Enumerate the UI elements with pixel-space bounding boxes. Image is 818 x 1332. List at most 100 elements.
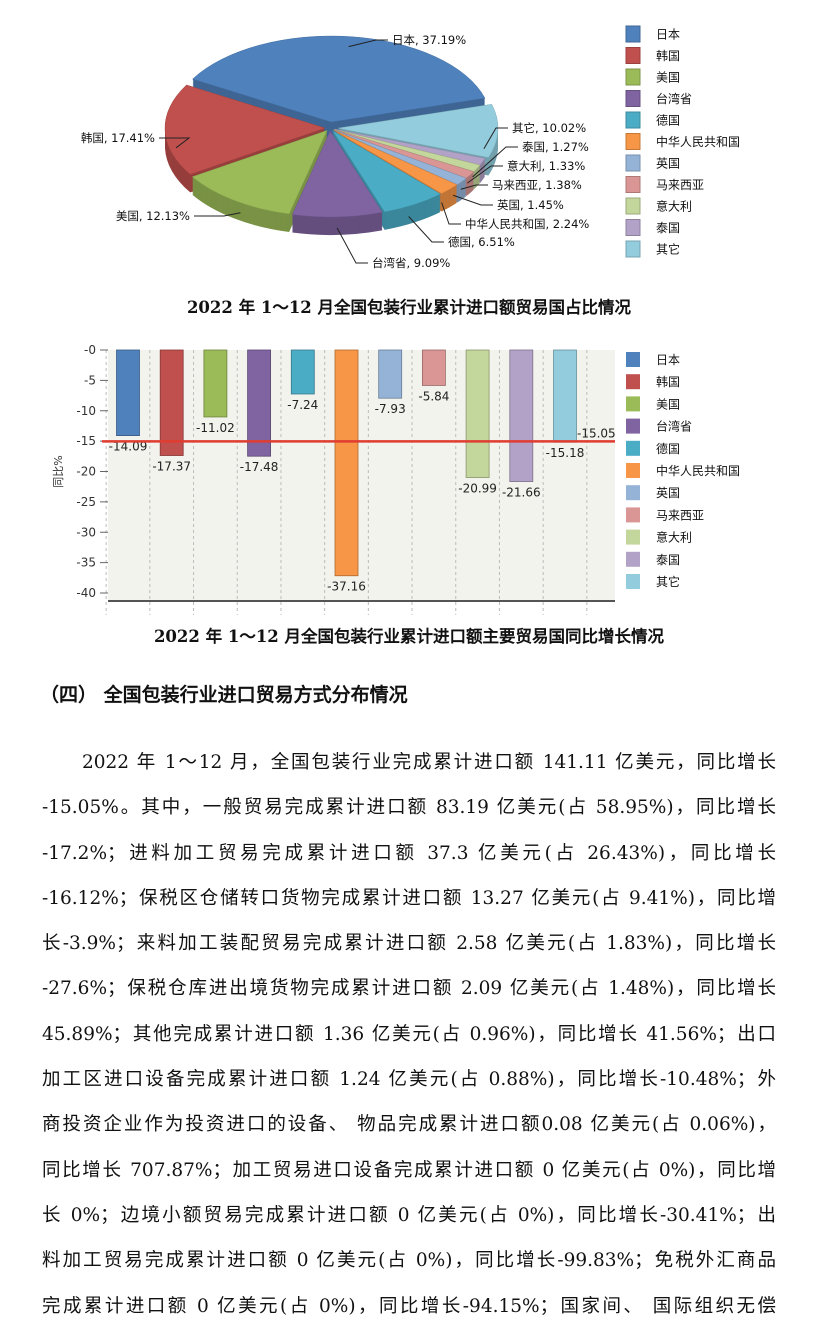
pie-legend-label-germany: 德国 [656,113,680,128]
pie-label-china: 中华人民共和国, 2.24% [465,217,589,231]
section-heading: （四） 全国包装行业进口贸易方式分布情况 [40,684,408,706]
pie-label-japan: 日本, 37.19% [392,33,466,47]
bar-legend-swatch-korea [626,374,640,390]
bar-usa [203,349,228,418]
pie-slices [164,35,499,235]
pie-legend-swatch-germany [625,111,641,129]
pie-legend-label-uk: 英国 [656,157,680,171]
pie-legend-label-malaysia: 马来西亚 [656,178,704,192]
pie-leader-line-japan [348,39,388,48]
pie-leader-line-italy [467,165,503,184]
pie-chart-title: 2022 年 1～12 月全国包装行业累计进口额贸易国占比情况 [186,298,632,317]
bar-value-label-malaysia: -5.84 [418,389,449,403]
pie-label-other: 其它, 10.02% [512,121,586,135]
pie-legend-swatch-korea [625,47,641,64]
pie-slice-italy [334,129,481,172]
y-tick-label: -35 [76,556,96,570]
y-tick-label: -40 [76,586,96,600]
pie-legend-swatch-malaysia [625,176,641,193]
bar-value-label-japan: -14.09 [109,440,148,454]
paragraph-line: 料加工贸易完成累计进口额 0 亿美元(占 0%)，同比增长-99.83%；免税外… [42,1250,776,1272]
pie-label-uk: 英国, 1.45% [497,198,564,212]
pie-slice-thailand [334,128,486,166]
bar-germany [290,349,315,395]
pie-legend-swatch-uk [625,154,641,172]
bar-legend-label-taiwan: 台湾省 [656,419,692,434]
pie-legend-label-thailand: 泰国 [656,221,680,235]
paragraph-line: 长 0%；边境小额贸易完成累计进口额 0 亿美元(占 0%)，同比增长-30.4… [42,1204,776,1226]
y-tick-label: -20 [76,465,96,479]
pie-leader-line-other [483,127,508,149]
bar-chart-title: 2022 年 1～12 月全国包装行业累计进口额主要贸易国同比增长情况 [153,627,665,646]
bar-value-label-uk: -7.93 [375,402,406,416]
pie-leader-line-uk [452,194,493,206]
bar-value-label-china: -37.16 [327,580,366,594]
bar-japan [116,349,140,436]
bar-legend-label-italy: 意大利 [656,530,692,545]
bar-legend-label-malaysia: 马来西亚 [656,508,704,522]
pie-label-taiwan: 台湾省, 9.09% [372,256,450,270]
bar-legend-label-uk: 英国 [656,486,680,500]
bar-legend-swatch-germany [626,440,640,456]
pie-legend-label-china: 中华人民共和国 [656,134,740,149]
bar-legend-label-japan: 日本 [656,353,680,367]
y-axis-label: 同比% [52,455,65,487]
pie-legend-label-usa: 美国 [656,71,680,85]
bar-chart: -0 -5 -10 -15 -20 -25 -30 -35 -40 同比% -14.09 -17.37… [52,343,740,615]
paragraph-line: 完成累计进口额 0 亿美元(占 0%)，同比增长-94.15%；国家间、 国际组… [42,1295,776,1317]
bar-legend-swatch-italy [626,529,640,545]
bar-thailand [509,349,534,482]
bar-value-label-other: -15.18 [546,446,585,460]
pie-legend-label-taiwan: 台湾省 [656,91,692,106]
bar-taiwan [247,349,272,457]
paragraph-line: 45.89%；其他完成累计进口额 1.36 亿美元(占 0.96%)，同比增长 … [42,1023,776,1045]
y-tick-label: -25 [76,495,96,509]
pie-slice-malaysia [334,129,475,179]
paragraph-line: 长-3.9%；来料加工装配贸易完成累计进口额 2.58 亿美元(占 1.83%)… [42,933,776,955]
paragraph-line: 同比增长 707.87%；加工贸易进口设备完成累计进口额 0 亿美元(占 0%)… [42,1159,776,1181]
paragraph-line: 2022 年 1～12 月，全国包装行业完成累计进口额 141.11 亿美元，同… [82,752,776,773]
pie-legend-swatch-china [625,133,641,150]
pie-label-usa: 美国, 12.13% [116,209,190,223]
bar-legend-label-korea: 韩国 [656,374,680,389]
pie-legend-label-other: 其它 [656,242,680,257]
plot-background [108,350,615,601]
pie-slice-germany [332,130,442,213]
pie-slice-usa [191,130,328,215]
pie-legend-label-korea: 韩国 [656,48,680,63]
pie-leader-line-korea [159,137,191,149]
bar-legend-swatch-other [626,574,640,589]
pie-legend-swatch-japan [625,25,641,43]
pie-label-italy: 意大利, 1.33% [507,159,585,173]
y-tick-label: -30 [76,525,96,539]
bar-value-label-thailand: -21.66 [502,486,541,500]
y-axis-ticks: -0 -5 -10 -15 -20 -25 -30 -35 -40 [76,343,108,600]
bar-uk [378,349,403,399]
pie-slice-china [333,129,458,194]
pie-legend-swatch-usa [625,68,641,86]
pie-leader-line-china [441,202,461,225]
bar-legend-swatch-taiwan [626,418,640,434]
y-tick-label: -0 [84,343,96,357]
bar-legend-swatch-malaysia [626,507,640,523]
bar-legend-label-china: 中华人民共和国 [656,463,740,478]
average-reference-label: -15.05 [577,426,616,440]
bar-value-label-germany: -7.24 [287,398,318,412]
pie-leader-line-malaysia [460,184,488,190]
y-tick-label: -15 [76,434,96,448]
bar-legend-swatch-japan [626,352,640,367]
pie-leader-line-usa [194,212,241,217]
paragraph-line: -17.2%；进料加工贸易完成累计进口额 37.3 亿美元(占 26.43%)，… [42,842,776,864]
bar-korea [159,349,184,456]
pie-slice-taiwan [291,130,383,218]
bar-legend-swatch-china [626,463,640,478]
pie-legend-swatch-taiwan [625,90,641,107]
bar-legend-swatch-uk [626,485,640,501]
bar-other [553,349,577,443]
bar-legend-label-usa: 美国 [656,397,680,411]
bar-legend-label-germany: 德国 [656,441,680,456]
pie-legend-label-italy: 意大利 [656,199,692,214]
